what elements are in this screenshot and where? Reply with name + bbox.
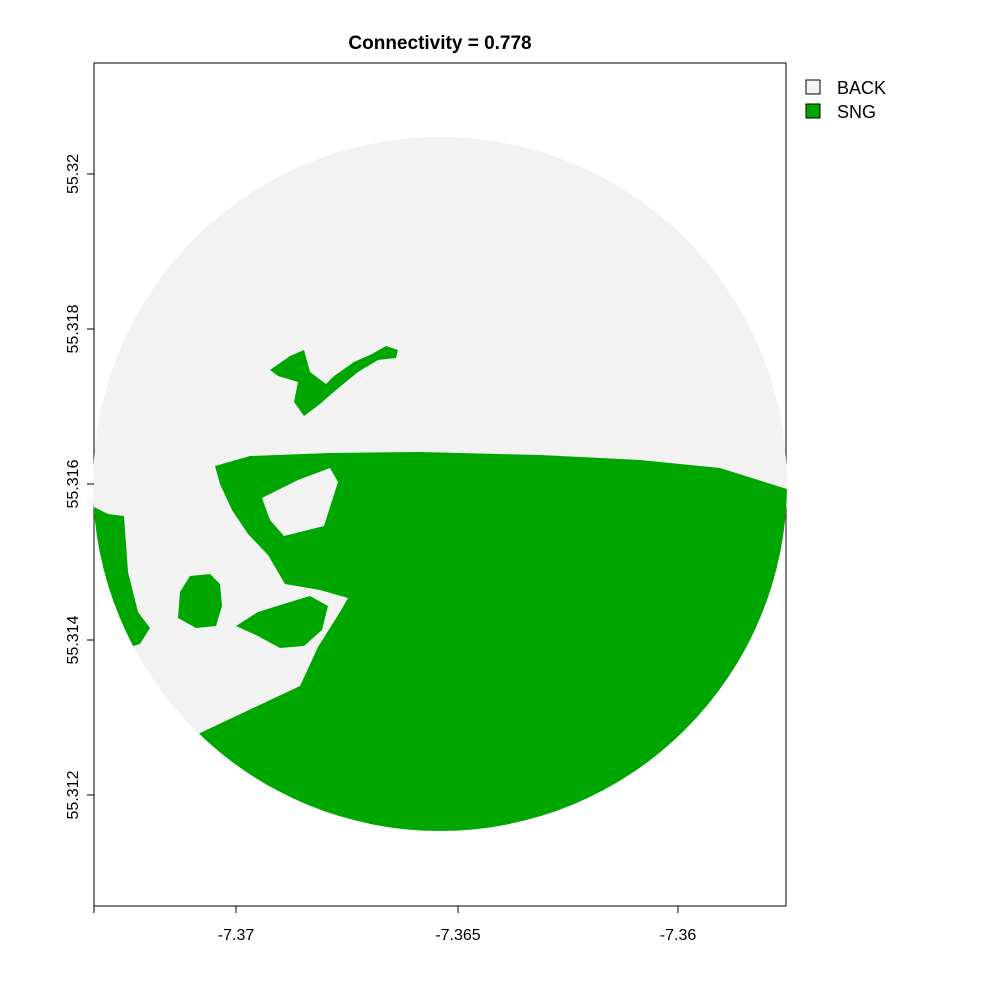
- raster-map: [93, 137, 787, 831]
- sng-patch-centre: [236, 596, 328, 648]
- x-tick-label: -7.37: [218, 927, 255, 944]
- legend: BACK SNG: [805, 78, 886, 122]
- x-tick-label: -7.365: [435, 927, 480, 944]
- x-tick-label: -7.36: [660, 927, 697, 944]
- sng-west-strip: [93, 506, 150, 648]
- y-tick-label: 55.318: [65, 304, 82, 353]
- y-tick-label: 55.312: [65, 770, 82, 819]
- legend-swatch-sng: [805, 103, 821, 119]
- y-tick-label: 55.316: [65, 459, 82, 508]
- sng-patch-small: [178, 574, 222, 628]
- y-axis: [87, 173, 94, 796]
- plot-title: Connectivity = 0.778: [348, 33, 531, 54]
- legend-label-sng: SNG: [837, 102, 876, 122]
- sng-north-patch: [270, 346, 398, 416]
- legend-label-back: BACK: [837, 78, 886, 98]
- y-tick-label: 55.32: [65, 154, 82, 194]
- y-tick-label: 55.314: [65, 615, 82, 664]
- legend-swatch-back: [805, 79, 821, 95]
- sng-main-patch: [93, 452, 787, 831]
- back-clearing: [262, 468, 338, 536]
- x-axis: [93, 906, 679, 913]
